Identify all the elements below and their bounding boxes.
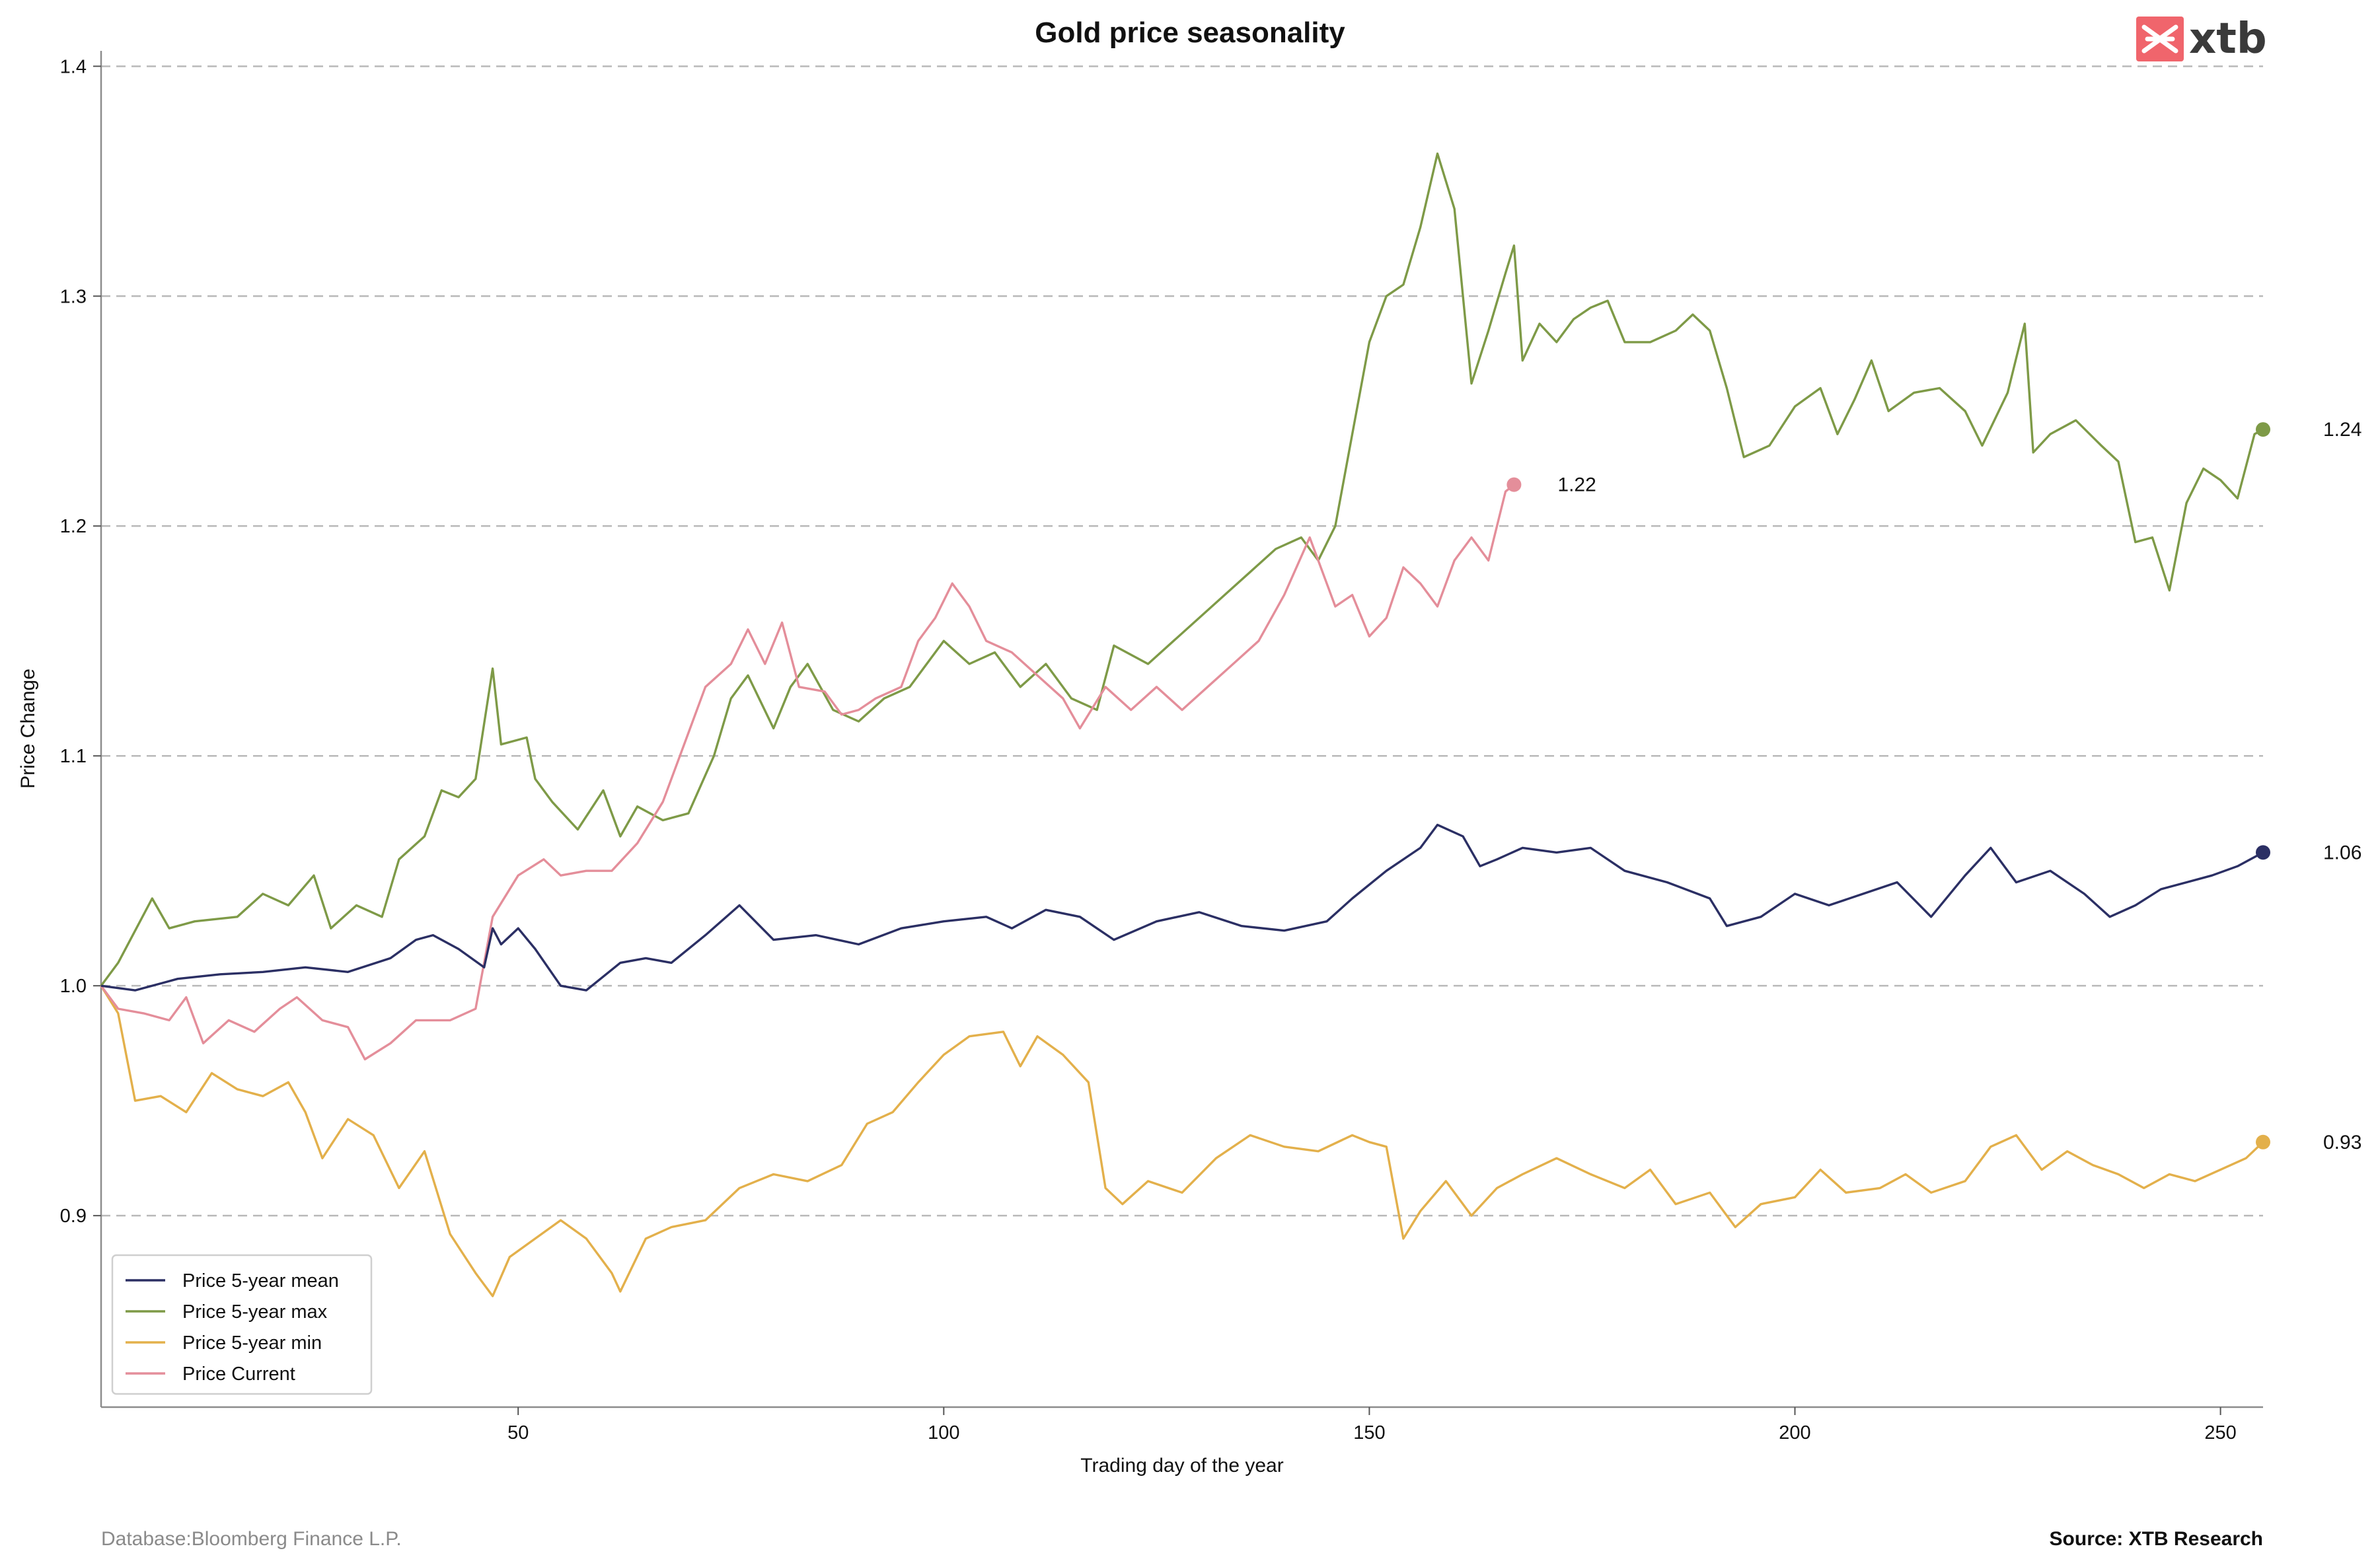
legend-label: Price 5-year mean: [182, 1270, 339, 1292]
x-tick-label: 150: [1353, 1422, 1385, 1443]
endpoint-label-price-current: 1.22: [1557, 474, 1596, 496]
x-tick-label: 50: [507, 1422, 529, 1443]
y-tick-label: 1.4: [60, 56, 87, 77]
x-axis-ticks: 50 100 150 200 250: [507, 1407, 2237, 1443]
y-tick-label: 0.9: [60, 1206, 87, 1227]
endpoint-label-price-5-year-mean: 1.06: [2323, 842, 2361, 863]
footer-source: Source: XTB Research: [2050, 1528, 2263, 1550]
y-tick-label: 1.1: [60, 746, 87, 767]
xtb-logo-text: xtb: [2189, 15, 2267, 63]
y-tick-label: 1.2: [60, 516, 87, 537]
legend-label: Price Current: [182, 1364, 295, 1385]
series-line-price-5-year-min: [100, 985, 2264, 1297]
endpoint-dot-price-5-year-min: [2256, 1134, 2270, 1149]
legend-label: Price 5-year max: [182, 1301, 328, 1323]
y-axis-label: Price Change: [17, 669, 39, 789]
xtb-logo: xtb: [2136, 15, 2267, 63]
series-line-price-5-year-max: [100, 152, 2264, 987]
endpoint-dot-price-5-year-max: [2256, 422, 2270, 437]
series-layer: [100, 152, 2264, 1297]
series-endpoints: 1.24 0.93 1.22 1.06: [1506, 419, 2361, 1153]
legend-box: [111, 1254, 373, 1395]
endpoint-dot-price-current: [1506, 477, 1522, 492]
xtb-logo-cross-icon: [2141, 24, 2178, 54]
axes: [100, 51, 2263, 1408]
endpoint-label-price-5-year-max: 1.24: [2323, 419, 2361, 441]
footer-database: Database:Bloomberg Finance L.P.: [101, 1528, 402, 1550]
series-line-price-current: [100, 484, 1515, 1061]
legend-label: Price 5-year min: [182, 1332, 322, 1354]
endpoint-label-price-5-year-min: 0.93: [2323, 1132, 2361, 1153]
x-tick-label: 200: [1779, 1422, 1810, 1443]
x-axis-label: Trading day of the year: [1080, 1455, 1283, 1476]
legend: Price 5-year mean Price 5-year max Price 5…: [111, 1254, 373, 1395]
endpoint-dot-price-5-year-mean: [2256, 845, 2270, 860]
series-line-price-5-year-mean: [100, 823, 2264, 992]
y-tick-label: 1.3: [60, 286, 87, 307]
y-tick-label: 1.0: [60, 976, 87, 997]
chart-title: Gold price seasonality: [1035, 17, 1345, 49]
x-tick-label: 250: [2204, 1422, 2236, 1443]
x-tick-label: 100: [928, 1422, 959, 1443]
gridlines: [101, 65, 2263, 1217]
y-axis-ticks: 0.9 1.0 1.1 1.2 1.3 1.4: [60, 56, 101, 1227]
